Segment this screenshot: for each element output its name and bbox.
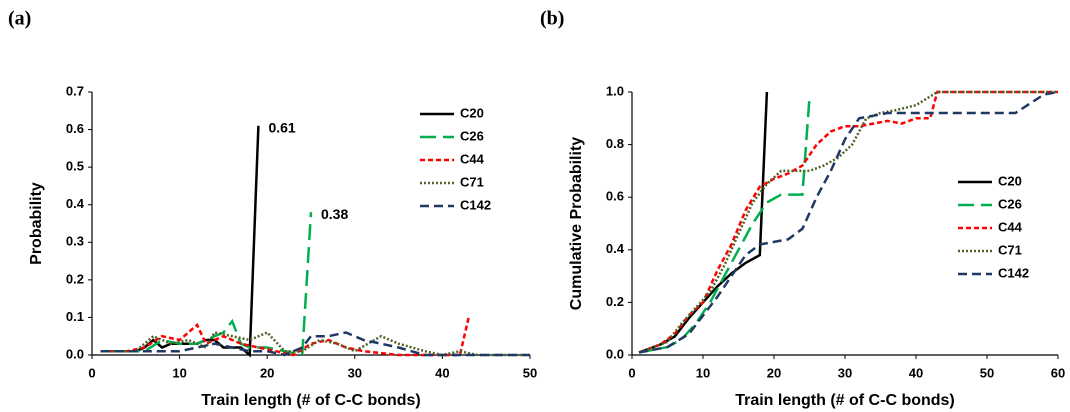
legend-label: C20 (998, 173, 1022, 188)
legend-label: C44 (460, 151, 485, 166)
legend-label: C142 (460, 197, 491, 212)
legend-label: C71 (460, 174, 484, 189)
series-line (100, 212, 313, 357)
y-tick-label: 0.7 (66, 83, 84, 98)
legend-label: C44 (998, 219, 1023, 234)
x-tick-label: 40 (435, 365, 449, 380)
x-tick-label: 0 (88, 365, 95, 380)
series-line (100, 331, 530, 357)
x-tick-label: 0 (628, 365, 635, 380)
y-tick-label: 0.0 (66, 346, 84, 361)
annotation: 0.38 (321, 206, 348, 222)
y-axis-title: Cumulative Probability (568, 137, 585, 310)
legend-label: C20 (460, 105, 484, 120)
legend-label: C71 (998, 242, 1022, 257)
panel-label: (b) (540, 8, 564, 30)
x-tick-label: 50 (980, 365, 994, 380)
x-tick-label: 20 (767, 365, 781, 380)
y-tick-label: 0.1 (66, 309, 84, 324)
x-tick-label: 20 (260, 365, 274, 380)
legend-label: C26 (460, 128, 484, 143)
series-line (638, 97, 811, 354)
x-tick-label: 50 (523, 365, 537, 380)
series-line (100, 317, 470, 357)
y-tick-label: 0.6 (66, 121, 84, 136)
x-tick-label: 30 (348, 365, 362, 380)
y-tick-label: 0.2 (606, 294, 624, 309)
legend-label: C26 (998, 196, 1022, 211)
y-tick-label: 0.2 (66, 271, 84, 286)
x-tick-label: 40 (909, 365, 923, 380)
y-tick-label: 0.4 (606, 241, 625, 256)
x-tick-label: 30 (838, 365, 852, 380)
x-axis-title: Train length (# of C-C bonds) (735, 392, 955, 409)
y-axis-title: Probability (28, 182, 45, 265)
y-tick-label: 0.6 (606, 189, 624, 204)
panel-label: (a) (8, 8, 31, 30)
series-line (638, 90, 1058, 354)
series-line (100, 331, 530, 357)
y-tick-label: 0.8 (606, 136, 624, 151)
y-tick-label: 0.0 (606, 346, 624, 361)
y-tick-label: 1.0 (606, 83, 624, 98)
y-tick-label: 0.3 (66, 234, 84, 249)
x-tick-label: 10 (172, 365, 186, 380)
x-axis-title: Train length (# of C-C bonds) (201, 392, 421, 409)
series-line (100, 125, 260, 358)
y-tick-label: 0.4 (66, 196, 85, 211)
y-tick-label: 0.5 (66, 159, 84, 174)
annotation: 0.61 (268, 120, 295, 136)
x-tick-label: 10 (696, 365, 710, 380)
legend-label: C142 (998, 265, 1029, 280)
series-line (638, 90, 1058, 354)
x-tick-label: 60 (1051, 365, 1065, 380)
series-line (638, 91, 769, 354)
series-line (638, 90, 1059, 354)
